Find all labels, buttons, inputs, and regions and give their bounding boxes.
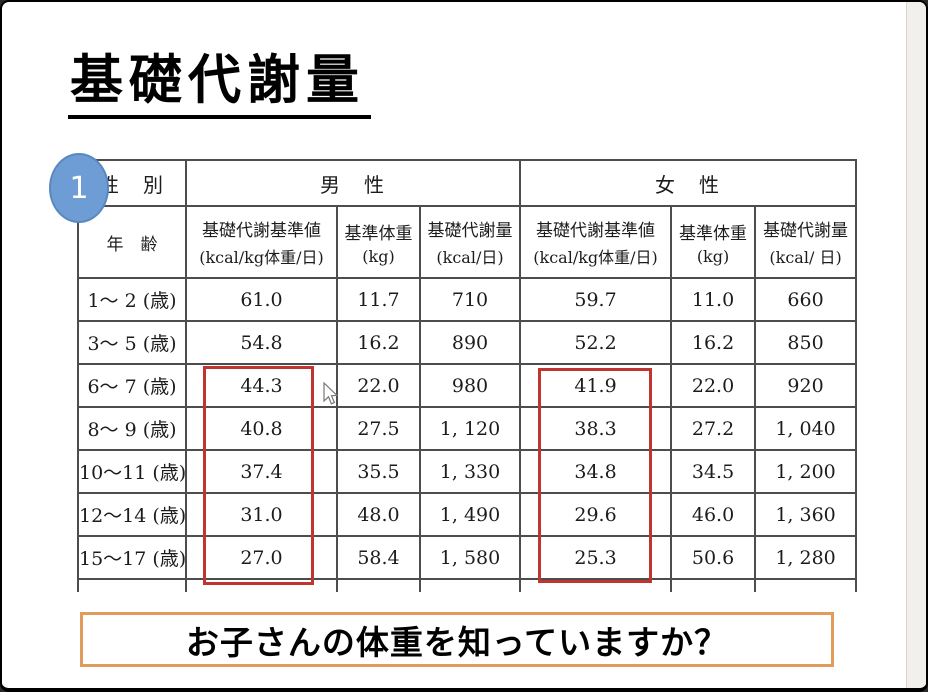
cell-male-bmr: 1, 580 [418,535,522,580]
header-female-base: 基礎代謝基準値 (kcal/kg体重/日) [519,205,673,279]
cell-age: 3～ 5 (歳) [77,320,187,365]
table-row: 12～14 (歳) 31.0 48.0 1, 490 29.6 46.0 1, … [77,492,858,537]
cell-male-weight: 48.0 [336,492,421,537]
question-box: お子さんの体重を知っていますか？ [80,612,834,667]
table-row: 15～17 (歳) 27.0 58.4 1, 580 25.3 50.6 1, … [77,535,858,580]
cell-female-weight: 46.0 [670,492,757,537]
cell-female-weight: 50.6 [670,535,757,580]
cell-male-weight: 27.5 [336,406,421,451]
cell-male-weight: 22.0 [336,363,421,408]
cell-male-weight: 11.7 [336,277,421,322]
cell-male-weight: 16.2 [336,320,421,365]
cell-female-weight: 27.2 [670,406,757,451]
cell-female-bmr: 1, 360 [754,492,858,537]
table-row: 3～ 5 (歳) 54.8 16.2 890 52.2 16.2 850 [77,320,858,365]
cell-male-base: 40.8 [185,406,338,451]
cell-female-bmr: 1, 200 [754,449,858,494]
bmr-table-container: 性 別 男 性 女 性 年 齢 基礎代謝基準値 (kcal/kg体重/日) 基準体… [77,159,858,592]
cell-age: 6～ 7 (歳) [77,363,187,408]
cell-age: 10～11 (歳) [77,449,187,494]
cell-female-bmr: 1, 040 [754,406,858,451]
cell-male-bmr: 890 [418,320,522,365]
header-male-bmr: 基礎代謝量 (kcal/日) [418,205,522,279]
cell-male-bmr: 710 [418,277,522,322]
header-male: 男 性 [184,159,522,207]
cell-male-bmr: 980 [418,363,522,408]
question-text: お子さんの体重を知っていますか？ [185,622,729,662]
table-row: 8～ 9 (歳) 40.8 27.5 1, 120 38.3 27.2 1, 0… [77,406,858,451]
cell-male-base: 61.0 [185,277,338,322]
cell-female-weight: 11.0 [670,277,757,322]
step-badge-number: 1 [69,170,89,206]
right-gutter [906,2,926,688]
cell-female-base: 34.8 [519,449,673,494]
cell-male-base: 31.0 [185,492,338,537]
cell-age: 1～ 2 (歳) [77,277,187,322]
cell-female-bmr: 1, 280 [754,535,858,580]
cell-female-weight: 22.0 [670,363,757,408]
cell-female-base: 52.2 [519,320,673,365]
header-female-bmr: 基礎代謝量 (kcal/ 日) [754,205,858,279]
table-row: 10～11 (歳) 37.4 35.5 1, 330 34.8 34.5 1, … [77,449,858,494]
table-row: 1～ 2 (歳) 61.0 11.7 710 59.7 11.0 660 [77,277,858,322]
cell-male-bmr: 1, 490 [418,492,522,537]
cell-male-weight: 58.4 [336,535,421,580]
cell-female-base: 29.6 [519,492,673,537]
table-row-clipped [77,578,858,592]
step-badge: 1 [49,153,109,223]
mouse-cursor-icon [323,382,339,405]
cell-female-weight: 34.5 [670,449,757,494]
cell-female-base: 38.3 [519,406,673,451]
cell-male-base: 44.3 [185,363,338,408]
bmr-table: 性 別 男 性 女 性 年 齢 基礎代謝基準値 (kcal/kg体重/日) 基準体… [77,159,858,592]
header-male-weight: 基準体重 (kg) [336,205,421,279]
cell-male-bmr: 1, 120 [418,406,522,451]
cell-female-base: 41.9 [519,363,673,408]
header-male-base: 基礎代謝基準値 (kcal/kg体重/日) [185,205,338,279]
cell-male-base: 27.0 [185,535,338,580]
cell-male-base: 54.8 [185,320,338,365]
cell-female-base: 25.3 [519,535,673,580]
page-title: 基礎代謝量 [68,51,371,120]
cell-female-weight: 16.2 [670,320,757,365]
header-female: 女 性 [519,159,858,207]
cell-male-weight: 35.5 [336,449,421,494]
cell-age: 12～14 (歳) [77,492,187,537]
table-row: 6～ 7 (歳) 44.3 22.0 980 41.9 22.0 920 [77,363,858,408]
cell-female-bmr: 660 [754,277,858,322]
cell-male-base: 37.4 [185,449,338,494]
cell-female-bmr: 920 [754,363,858,408]
header-female-weight: 基準体重 (kg) [670,205,757,279]
cell-age: 8～ 9 (歳) [77,406,187,451]
cell-male-bmr: 1, 330 [418,449,522,494]
cell-female-base: 59.7 [519,277,673,322]
cell-age: 15～17 (歳) [77,535,187,580]
cell-female-bmr: 850 [754,320,858,365]
